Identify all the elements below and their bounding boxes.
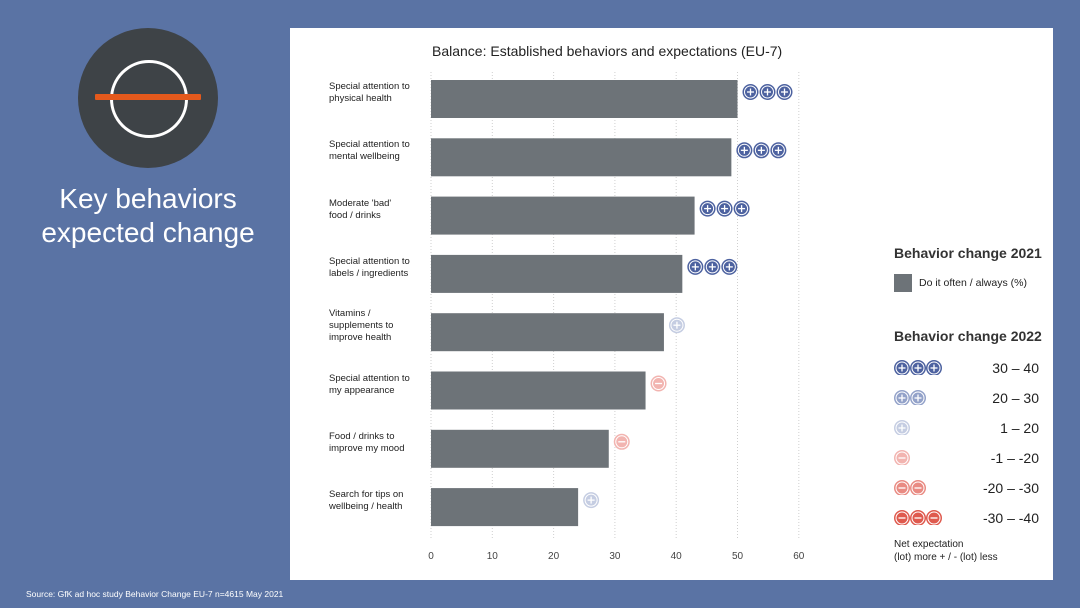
- plus-icon: [776, 84, 793, 100]
- legend-range-label: -30 – -40: [982, 510, 1039, 526]
- legend-icon-group: [894, 480, 926, 495]
- minus-icon: [910, 480, 926, 495]
- category-label-line: Food / drinks to: [329, 430, 395, 442]
- bar: [431, 254, 683, 293]
- category-label: Special attention to mental wellbeing: [329, 139, 439, 163]
- legend-title-2021: Behavior change 2021: [894, 245, 1042, 261]
- category-label-line: Search for tips on: [329, 489, 404, 501]
- category-label-line: Moderate 'bad': [329, 197, 392, 209]
- bar: [431, 196, 695, 235]
- plus-icon: [716, 200, 733, 217]
- legend-bar-label: Do it often / always (%): [919, 277, 1027, 289]
- x-tick-label: 40: [671, 551, 683, 562]
- legend-range-label: -1 – -20: [990, 450, 1039, 466]
- headline: Key behaviors expected change: [30, 182, 266, 250]
- legend-bar-swatch: [894, 274, 912, 292]
- x-tick-label: 50: [732, 551, 744, 562]
- minus-icon: [926, 510, 942, 525]
- category-label: Special attention to my appearance: [329, 373, 439, 397]
- plus-icon: [583, 492, 600, 509]
- x-tick-label: 60: [793, 551, 805, 562]
- category-label-line: my appearance: [329, 384, 395, 396]
- plus-icon: [668, 317, 685, 334]
- category-label: Food / drinks to improve my mood: [329, 431, 439, 455]
- category-label-line: Special attention to: [329, 81, 410, 92]
- category-label-line: supplements to: [329, 320, 394, 332]
- bar: [431, 313, 664, 352]
- x-tick-label: 10: [487, 551, 499, 562]
- legend-icon-group: [894, 420, 910, 435]
- plus-icon: [894, 390, 910, 405]
- minus-icon: [613, 433, 630, 450]
- headline-line-1: Key behaviors: [59, 183, 237, 214]
- bar: [431, 488, 579, 527]
- category-label-line: food / drinks: [329, 209, 381, 221]
- source-note: Source: GfK ad hoc study Behavior Change…: [26, 589, 284, 599]
- net-note-line-2: (lot) more + / - (lot) less: [894, 552, 998, 563]
- x-tick-label: 30: [609, 551, 621, 562]
- legend-range-label: 30 – 40: [992, 360, 1039, 376]
- bar: [431, 80, 738, 118]
- plus-icon: [736, 142, 753, 159]
- plus-icon: [733, 200, 750, 217]
- legend-title-2022: Behavior change 2022: [894, 328, 1042, 344]
- chart-panel: Balance: Established behaviors and expec…: [290, 28, 1053, 580]
- category-label: Vitamins / supplements to improve health: [329, 308, 439, 344]
- legend-icon-group: [894, 510, 942, 525]
- plus-icon: [704, 258, 721, 275]
- category-label-line: Special attention to: [329, 372, 410, 384]
- plus-icon: [894, 360, 910, 375]
- minus-icon: [894, 510, 910, 525]
- net-note-line-1: Net expectation: [894, 539, 964, 550]
- category-label-line: wellbeing / health: [329, 501, 403, 513]
- bar: [431, 429, 609, 468]
- chart-title: Balance: Established behaviors and expec…: [432, 43, 783, 59]
- plus-icon: [910, 390, 926, 405]
- logo-bar: [95, 94, 201, 100]
- category-label: Special attention to physical health: [329, 81, 439, 105]
- category-label-line: Special attention to: [329, 139, 410, 151]
- plus-icon: [753, 142, 770, 159]
- bar: [431, 371, 646, 410]
- legend-icon-group: [894, 390, 926, 405]
- legend-range-label: 1 – 20: [1000, 420, 1039, 436]
- chart-plot: 0 10 20 30 40 50 60: [428, 72, 805, 562]
- minus-icon: [894, 450, 910, 465]
- plus-icon: [926, 360, 942, 375]
- category-label: Search for tips on wellbeing / health: [329, 489, 439, 513]
- legend-icon-group: [894, 450, 910, 465]
- plus-icon: [721, 258, 738, 275]
- minus-icon: [910, 510, 926, 525]
- legend-range-label: -20 – -30: [982, 480, 1039, 496]
- plus-icon: [687, 258, 704, 275]
- category-label-line: Vitamins /: [329, 308, 371, 320]
- category-label-line: labels / ingredients: [329, 267, 409, 279]
- headline-line-2: expected change: [41, 217, 255, 248]
- x-tick-label: 0: [428, 551, 434, 562]
- logo-circle: [78, 28, 218, 168]
- category-label-line: mental wellbeing: [329, 151, 400, 163]
- category-label: Special attention to labels / ingredients: [329, 256, 439, 280]
- net-expectation-note: Net expectation (lot) more + / - (lot) l…: [894, 538, 998, 564]
- plus-icon: [742, 84, 759, 100]
- legend-icon-group: [894, 360, 942, 375]
- plus-icon: [910, 360, 926, 375]
- category-label-line: Special attention to: [329, 255, 410, 267]
- legend-range-label: 20 – 30: [992, 390, 1039, 406]
- plus-icon: [759, 84, 776, 100]
- category-label-line: physical health: [329, 93, 392, 104]
- minus-icon: [894, 480, 910, 495]
- x-tick-label: 20: [548, 551, 560, 562]
- category-label-line: improve my mood: [329, 442, 405, 454]
- minus-icon: [650, 375, 667, 392]
- plus-icon: [894, 420, 910, 435]
- category-label-line: improve health: [329, 332, 392, 344]
- plus-icon: [699, 200, 716, 217]
- plus-icon: [770, 142, 787, 159]
- bar: [431, 138, 732, 177]
- category-label: Moderate 'bad' food / drinks: [329, 198, 439, 222]
